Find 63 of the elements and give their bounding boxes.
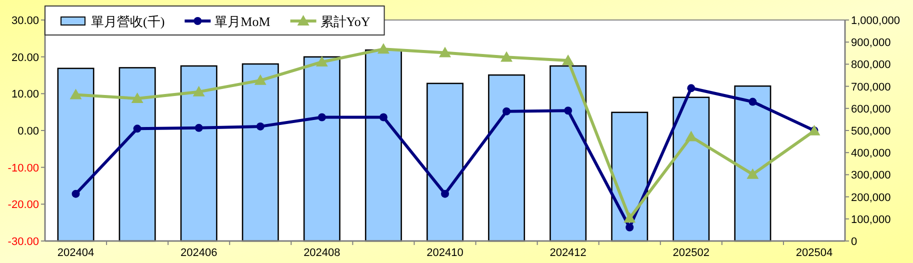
- point: [746, 168, 759, 179]
- legend-label: 單月MoM: [214, 14, 271, 29]
- point: [564, 106, 572, 115]
- y2-tick-label: 100,000: [851, 214, 891, 226]
- bar: [672, 96, 710, 242]
- x-tick-label: 202406: [180, 247, 218, 259]
- x-tick-label: 202410: [426, 247, 464, 259]
- bar: [57, 68, 94, 242]
- y2-tick-label: 300,000: [851, 170, 891, 182]
- y-tick-label: 0.00: [18, 126, 39, 138]
- y-tick-label: -10.00: [8, 162, 39, 174]
- point: [318, 113, 326, 122]
- bar: [364, 49, 402, 242]
- point: [687, 84, 696, 92]
- y2-tick-label: 0: [851, 236, 858, 248]
- bar: [734, 85, 772, 242]
- y2-tick-label: 800,000: [851, 59, 891, 72]
- bar: [426, 82, 464, 242]
- point: [194, 124, 203, 132]
- bar: [488, 74, 526, 242]
- x-tick-label: 202504: [796, 247, 833, 259]
- point: [256, 122, 264, 130]
- x-tick-label: 202502: [672, 247, 710, 259]
- point: [502, 107, 511, 116]
- point: [72, 190, 80, 198]
- y2-tick-label: 900,000: [851, 37, 891, 50]
- point: [70, 88, 82, 100]
- bar: [118, 67, 156, 242]
- bar: [180, 65, 218, 242]
- x-tick-label: 202404: [57, 247, 94, 259]
- point: [133, 124, 142, 133]
- point: [379, 113, 388, 122]
- point: [316, 56, 328, 66]
- bar: [242, 63, 279, 242]
- y2-tick-label: 500,000: [851, 126, 891, 138]
- y-tick-label: 10.00: [11, 88, 39, 101]
- bar: [550, 65, 587, 242]
- y-tick-label: 30.00: [11, 15, 39, 27]
- legend-label: 累計YoY: [320, 14, 371, 29]
- y2-tick-label: 700,000: [851, 81, 891, 94]
- point: [377, 43, 390, 54]
- point: [254, 74, 266, 85]
- point: [439, 46, 451, 58]
- point: [685, 130, 698, 142]
- point: [441, 190, 449, 198]
- y-tick-label: -20.00: [8, 199, 39, 212]
- y-tick-label: -30.00: [8, 236, 39, 248]
- point: [192, 86, 205, 96]
- point: [131, 92, 144, 103]
- point: [748, 98, 757, 106]
- y2-tick-label: 200,000: [851, 192, 891, 204]
- x-tick-label: 202408: [304, 247, 340, 259]
- point: [624, 212, 636, 223]
- y2-tick-label: 1,000,000: [851, 15, 900, 27]
- x-tick-label: 202412: [550, 247, 586, 259]
- point: [500, 51, 513, 62]
- y2-tick-label: 600,000: [851, 103, 891, 116]
- legend-label: 單月營收(千): [91, 14, 165, 29]
- point: [562, 54, 574, 66]
- point: [626, 223, 634, 232]
- y2-tick-label: 400,000: [851, 148, 891, 160]
- bar: [303, 56, 340, 242]
- y-tick-label: 20.00: [11, 52, 39, 64]
